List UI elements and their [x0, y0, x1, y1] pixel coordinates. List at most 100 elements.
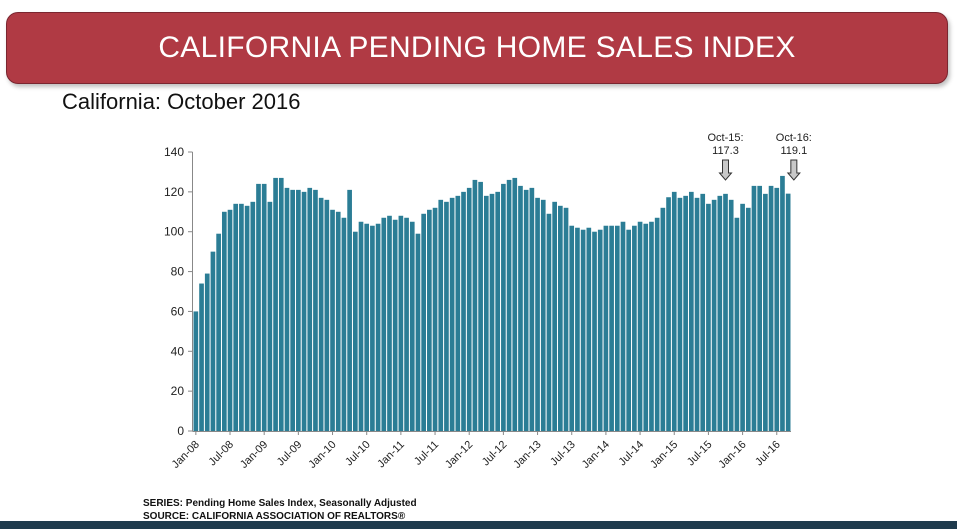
x-tick-label: Jan-09 — [238, 439, 270, 471]
bar — [671, 191, 677, 431]
bar — [523, 189, 529, 431]
x-tick-label: Jul-12 — [480, 439, 510, 469]
bar — [586, 227, 592, 431]
bar — [404, 217, 409, 431]
bar — [580, 229, 586, 431]
bar — [204, 273, 210, 431]
x-tick-label: Jul-09 — [275, 439, 305, 469]
bar — [540, 199, 546, 431]
bar — [518, 185, 523, 431]
bar — [706, 203, 711, 431]
x-tick-label: Jan-08 — [170, 439, 202, 471]
bar — [318, 197, 324, 431]
bar — [728, 199, 734, 431]
bar — [421, 213, 426, 431]
bar — [330, 209, 335, 431]
bar — [683, 195, 688, 431]
bar — [620, 221, 626, 431]
source-note: SOURCE: CALIFORNIA ASSOCIATION OF REALTO… — [143, 511, 406, 522]
title-banner: CALIFORNIA PENDING HOME SALES INDEX — [6, 12, 948, 84]
x-tick-label: Jan-15 — [648, 439, 680, 471]
bar — [239, 203, 244, 431]
annotation-label: Oct-16: — [776, 132, 812, 144]
y-tick-label: 140 — [164, 145, 184, 159]
bar — [637, 221, 643, 431]
bar — [216, 233, 221, 431]
bar — [757, 185, 763, 431]
bar — [603, 225, 609, 431]
bar — [387, 215, 392, 431]
bar — [529, 187, 535, 431]
bar — [301, 191, 307, 431]
bar — [233, 203, 239, 431]
bar — [780, 175, 785, 431]
bar — [512, 177, 518, 431]
bar — [614, 225, 620, 431]
bar — [660, 207, 666, 431]
y-tick-label: 20 — [171, 384, 185, 398]
x-tick-label: Jul-15 — [685, 439, 715, 469]
bar — [535, 197, 540, 431]
bar — [398, 215, 404, 431]
bar — [632, 225, 637, 431]
bar — [768, 185, 774, 431]
x-tick-label: Jul-10 — [343, 439, 373, 469]
bar — [489, 193, 495, 431]
x-tick-label: Jan-12 — [443, 439, 475, 471]
bar — [284, 187, 290, 431]
bar — [341, 217, 347, 431]
bar — [677, 197, 683, 431]
bar — [199, 283, 204, 431]
bar — [267, 201, 273, 431]
bar — [427, 209, 432, 431]
x-tick-label: Jan-11 — [375, 439, 407, 471]
bar — [717, 195, 723, 431]
bar — [290, 189, 296, 431]
bar — [597, 229, 603, 431]
bar — [250, 201, 256, 431]
bar — [478, 181, 483, 431]
bar — [335, 211, 341, 431]
bar — [785, 193, 791, 431]
bar — [352, 231, 358, 431]
bar — [506, 179, 512, 431]
bar — [375, 223, 381, 431]
bar — [221, 211, 227, 431]
bar — [244, 205, 250, 431]
annotation-value: 119.1 — [780, 145, 807, 157]
bar — [370, 225, 375, 431]
x-tick-label: Jan-13 — [511, 439, 543, 471]
bar — [347, 189, 352, 431]
bar — [700, 193, 706, 431]
x-tick-label: Jul-16 — [753, 439, 783, 469]
page-title: CALIFORNIA PENDING HOME SALES INDEX — [158, 31, 796, 64]
bar — [552, 201, 557, 431]
chart-notes: SERIES: Pending Home Sales Index, Season… — [143, 497, 417, 523]
bar — [688, 191, 694, 431]
y-tick-label: 80 — [171, 265, 185, 279]
y-tick-label: 40 — [171, 344, 185, 358]
bar — [734, 217, 740, 431]
x-tick-label: Jan-10 — [306, 439, 338, 471]
bar — [569, 225, 575, 431]
bar — [609, 225, 614, 431]
y-tick-label: 100 — [164, 225, 184, 239]
bar — [763, 193, 768, 431]
x-tick-label: Jul-13 — [548, 439, 578, 469]
chart-subtitle: California: October 2016 — [62, 89, 301, 114]
bar — [501, 183, 506, 431]
bar — [364, 223, 370, 431]
bar — [455, 195, 461, 431]
bar — [472, 179, 478, 431]
bar — [381, 217, 387, 431]
bar — [313, 189, 318, 431]
bar — [278, 177, 284, 431]
bar — [483, 195, 489, 431]
bar — [563, 207, 569, 431]
bar — [409, 221, 415, 431]
y-tick-label: 60 — [171, 304, 185, 318]
x-tick-label: Jul-08 — [206, 439, 236, 469]
y-tick-label: 120 — [164, 185, 184, 199]
bar — [495, 191, 501, 431]
